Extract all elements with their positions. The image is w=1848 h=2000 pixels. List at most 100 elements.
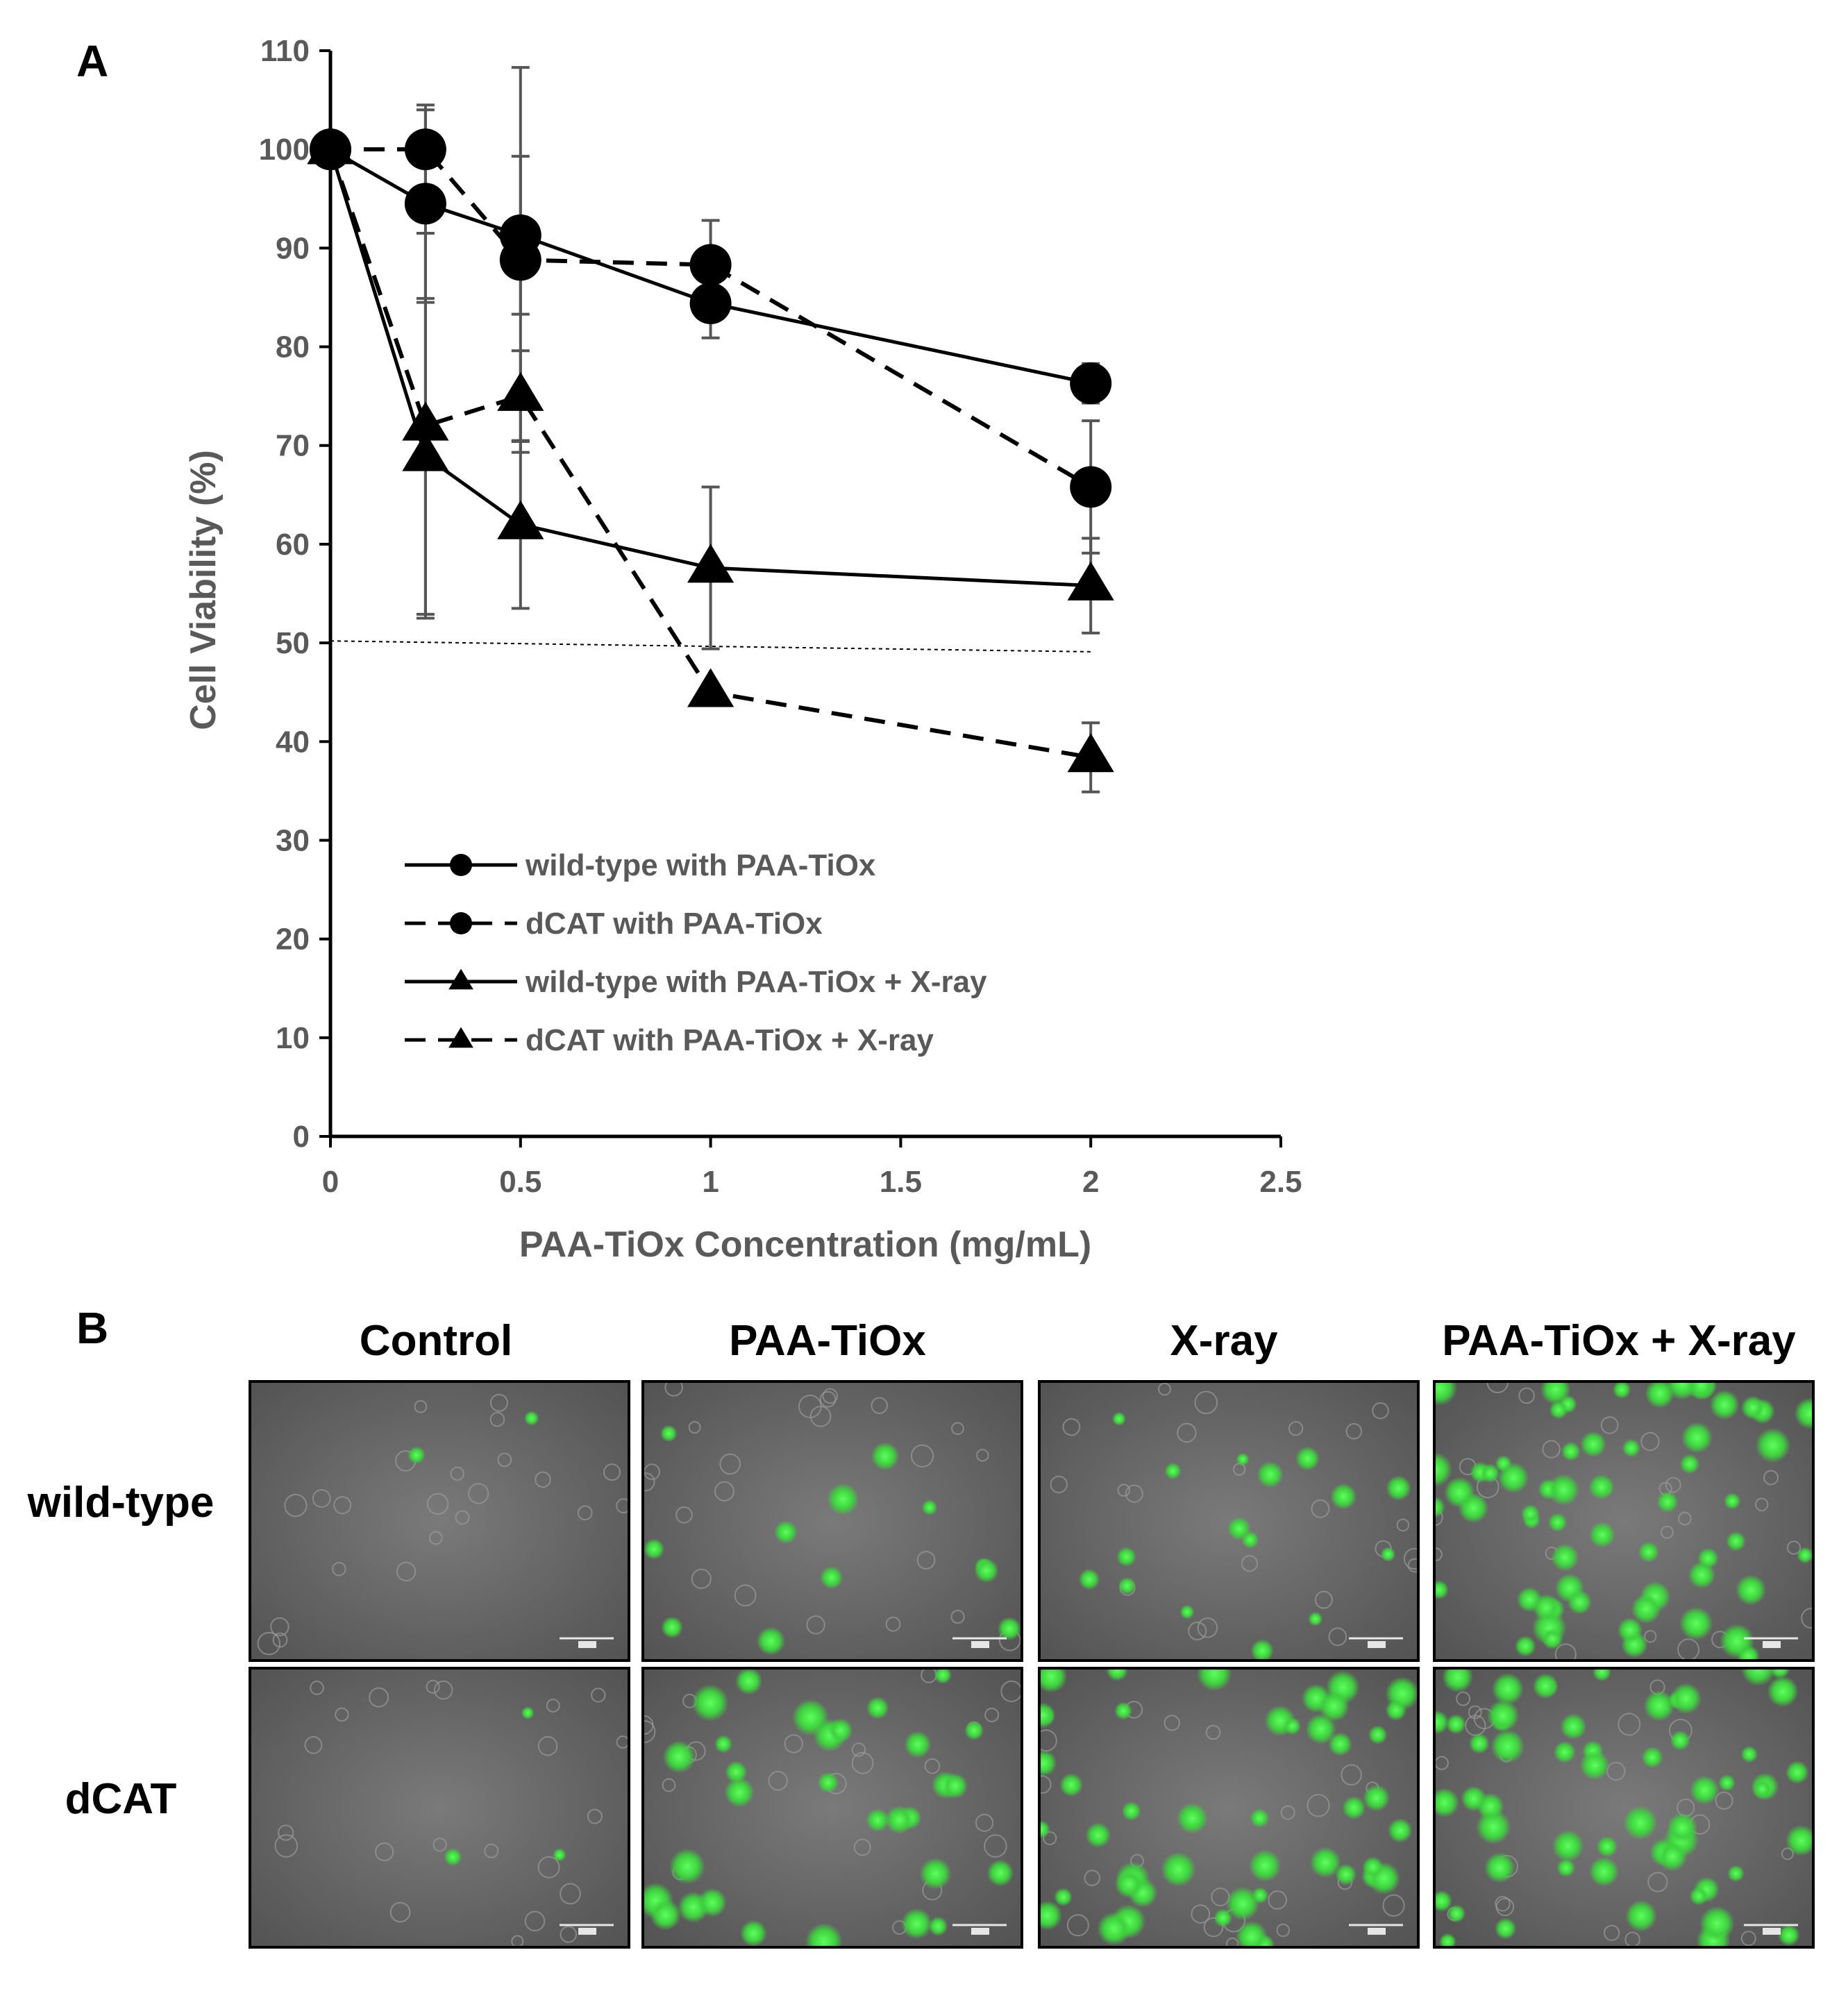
unstained-cell bbox=[270, 1617, 289, 1637]
y-tick-label: 0 bbox=[293, 1120, 310, 1154]
unstained-cell bbox=[426, 1493, 449, 1515]
fifty-percent-line bbox=[330, 640, 1091, 653]
unstained-cell bbox=[587, 1808, 603, 1824]
micrograph-frame bbox=[641, 1380, 1023, 1662]
fluorescent-cell bbox=[1097, 1912, 1131, 1946]
scale-bar-label-box bbox=[1763, 1641, 1781, 1648]
unstained-cell bbox=[1241, 1555, 1259, 1572]
unstained-cell bbox=[535, 1471, 551, 1488]
data-point bbox=[687, 668, 734, 707]
fluorescent-cell bbox=[1039, 1820, 1050, 1839]
y-tick-label: 20 bbox=[276, 923, 310, 957]
data-point bbox=[687, 544, 734, 583]
fluorescent-cell bbox=[1362, 1856, 1384, 1879]
unstained-cell bbox=[1456, 1691, 1471, 1706]
column-label: PAA-TiOx + X-ray bbox=[1442, 1317, 1796, 1365]
unstained-cell bbox=[662, 1778, 676, 1792]
unstained-cell bbox=[1755, 1497, 1769, 1512]
micrograph-frame bbox=[1433, 1380, 1815, 1662]
unstained-cell bbox=[1050, 1475, 1068, 1494]
fluorescent-cell bbox=[1645, 1381, 1675, 1409]
fluorescent-cell bbox=[444, 1848, 462, 1866]
fluorescent-cell bbox=[1589, 1522, 1615, 1548]
fluorescent-cell bbox=[820, 1565, 843, 1590]
unstained-cell bbox=[1288, 1421, 1304, 1436]
fluorescent-cell bbox=[1541, 1628, 1563, 1650]
y-tick-label: 100 bbox=[259, 133, 310, 167]
unstained-cell bbox=[433, 1680, 453, 1700]
unstained-cell bbox=[1268, 1890, 1287, 1910]
y-tick-label: 80 bbox=[276, 330, 310, 364]
fluorescent-cell bbox=[1560, 1713, 1587, 1740]
fluorescent-cell bbox=[1735, 1574, 1767, 1606]
fluorescent-cell bbox=[1689, 1886, 1708, 1906]
micrograph-tile bbox=[249, 1380, 630, 1662]
fluorescent-cell bbox=[871, 1442, 900, 1471]
unstained-cell bbox=[396, 1561, 417, 1581]
unstained-cell bbox=[497, 1452, 512, 1468]
unstained-cell bbox=[1345, 1422, 1363, 1440]
cells bbox=[643, 1381, 1022, 1656]
fluorescent-cell bbox=[1588, 1856, 1619, 1887]
unstained-cell bbox=[1407, 1558, 1418, 1573]
unstained-cell bbox=[1043, 1831, 1057, 1845]
fluorescent-cell bbox=[1078, 1568, 1100, 1590]
fluorescent-cell bbox=[928, 1916, 948, 1936]
y-tick-label: 50 bbox=[276, 626, 310, 660]
unstained-cell bbox=[916, 1550, 936, 1570]
fluorescent-cell bbox=[1580, 1431, 1606, 1458]
fluorescent-cell bbox=[1248, 1849, 1282, 1882]
unstained-cell bbox=[1678, 1511, 1692, 1526]
fluorescent-cell bbox=[1434, 1788, 1459, 1818]
unstained-cell bbox=[1618, 1713, 1641, 1736]
fluorescent-cell bbox=[1596, 1835, 1618, 1858]
fluorescent-cell bbox=[1491, 1672, 1524, 1705]
fluorescent-cell bbox=[1561, 1441, 1581, 1461]
micrograph-tile bbox=[1038, 1667, 1420, 1949]
unstained-cell bbox=[1604, 1924, 1620, 1941]
fluorescent-cell bbox=[1767, 1676, 1799, 1708]
fluorescent-cell bbox=[817, 1772, 839, 1793]
fluorescent-cell bbox=[1670, 1730, 1690, 1751]
unstained-cell bbox=[643, 1472, 655, 1492]
fluorescent-cell bbox=[1797, 1547, 1813, 1564]
unstained-cell bbox=[1125, 1484, 1143, 1503]
legend-label: dCAT with PAA-TiOx bbox=[526, 907, 823, 941]
unstained-cell bbox=[714, 1481, 734, 1502]
fluorescent-cell bbox=[1737, 1645, 1760, 1661]
micrograph-background bbox=[1434, 1381, 1813, 1661]
unstained-cell bbox=[524, 1910, 546, 1932]
fluorescent-cell bbox=[1670, 1683, 1702, 1715]
fluorescent-cell bbox=[901, 1908, 932, 1940]
unstained-cell bbox=[333, 1496, 352, 1515]
unstained-cell bbox=[560, 1926, 578, 1943]
fluorescent-cell bbox=[1039, 1900, 1063, 1931]
fluorescent-cell bbox=[1778, 1924, 1800, 1947]
unstained-cell bbox=[414, 1400, 428, 1413]
x-tick-label: 0.5 bbox=[499, 1165, 541, 1199]
unstained-cell bbox=[375, 1842, 394, 1862]
fluorescent-cell bbox=[1740, 1395, 1765, 1420]
micrograph-labels: Control PAA-TiOx X-ray PAA-TiOx + X-ray wild… bbox=[27, 1317, 1797, 1823]
fluorescent-cell bbox=[1551, 1543, 1579, 1572]
unstained-cell bbox=[1188, 1621, 1207, 1640]
fluorescent-cell bbox=[1434, 1890, 1452, 1912]
fluorescent-cell bbox=[1309, 1847, 1341, 1879]
scale-bar-label-box bbox=[971, 1928, 989, 1935]
fluorescent-cell bbox=[1468, 1733, 1490, 1754]
unstained-cell bbox=[885, 1616, 901, 1632]
chart-axes: 0 10 20 30 40 50 60 70 80 90 100 110 0 0.5 1 1.5 2 2.5 bbox=[259, 34, 1302, 1199]
fluorescent-cell bbox=[1718, 1774, 1736, 1792]
fluorescent-cell bbox=[524, 1411, 539, 1426]
micrograph-tile bbox=[641, 1667, 1023, 1949]
data-point bbox=[1067, 733, 1114, 773]
unstained-cell bbox=[1382, 1894, 1405, 1917]
fluorescent-cell bbox=[1059, 1773, 1084, 1797]
unstained-cell bbox=[272, 1632, 288, 1648]
row-label: dCAT bbox=[65, 1775, 177, 1823]
legend-entry: wild-type with PAA-TiOx bbox=[405, 848, 876, 882]
data-point bbox=[404, 128, 446, 171]
fluorescent-cell bbox=[1284, 1717, 1302, 1736]
scale-bar-label-box bbox=[1763, 1928, 1781, 1935]
